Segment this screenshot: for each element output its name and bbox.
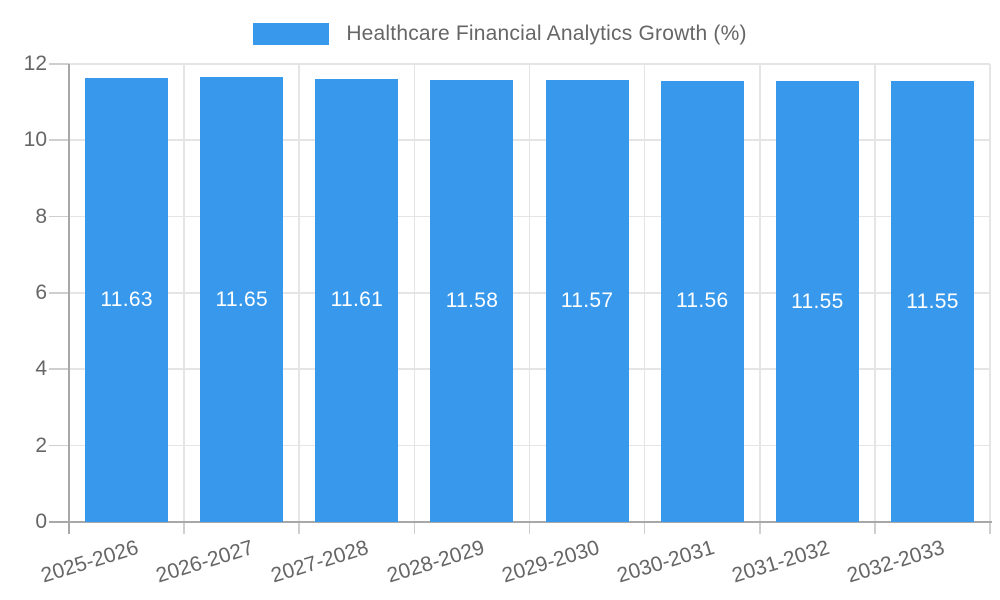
x-axis-category-label: 2032-2033: [844, 536, 948, 588]
x-axis-tick: [758, 522, 761, 534]
x-gridline: [413, 64, 416, 522]
x-axis-line: [49, 521, 992, 523]
x-axis-tick: [183, 522, 185, 534]
y-axis-tick-label: 4: [35, 357, 47, 381]
y-axis-tick: [49, 292, 69, 294]
y-axis-tick-label: 2: [35, 433, 47, 457]
x-axis-tick: [643, 522, 646, 534]
y-axis-tick-label: 0: [35, 510, 47, 533]
bar-value-label: 11.65: [215, 287, 268, 311]
chart-legend[interactable]: Healthcare Financial Analytics Growth (%…: [0, 16, 1000, 52]
x-axis-tick: [413, 522, 416, 534]
x-gridline: [528, 64, 531, 522]
x-axis-tick: [874, 522, 876, 534]
bar-value-label: 11.63: [100, 288, 153, 312]
x-axis-category-label: 2028-2029: [383, 536, 487, 588]
x-gridline: [643, 64, 646, 522]
x-axis-category-label: 2025-2026: [38, 536, 142, 588]
bar-value-label: 11.58: [445, 289, 499, 312]
y-axis-tick: [49, 444, 69, 447]
bar: 11.63: [85, 78, 169, 522]
bar: 11.61: [315, 78, 399, 522]
x-gridline: [183, 64, 185, 522]
x-axis-category-label: 2029-2030: [499, 536, 602, 588]
x-axis-category-label: 2027-2028: [268, 536, 372, 588]
bar: 11.65: [200, 77, 284, 522]
y-axis-tick: [49, 215, 69, 218]
bar: 11.55: [890, 81, 974, 522]
x-gridline: [989, 64, 991, 522]
y-axis-tick-label: 12: [23, 52, 47, 75]
y-axis-tick-label: 6: [35, 281, 47, 304]
y-axis-line: [67, 64, 70, 534]
x-gridline: [874, 64, 876, 522]
bar-value-label: 11.57: [560, 289, 614, 313]
x-axis-category-label: 2031-2032: [729, 536, 833, 588]
y-axis-tick-label: 8: [35, 204, 47, 228]
bar: 11.55: [775, 81, 859, 522]
y-axis-tick: [49, 63, 69, 65]
bar-value-label: 11.55: [791, 289, 844, 313]
x-axis-tick: [298, 522, 301, 534]
bar-value-label: 11.61: [330, 288, 384, 312]
y-axis-tick: [49, 139, 69, 141]
x-gridline: [298, 64, 301, 522]
x-axis-category-label: 2026-2027: [153, 536, 257, 588]
y-axis-tick-label: 10: [23, 128, 47, 152]
legend-swatch: [253, 23, 330, 45]
bar-value-label: 11.56: [675, 289, 729, 313]
bar: 11.58: [430, 80, 514, 522]
bar: 11.57: [545, 80, 629, 522]
y-gridline: [69, 63, 990, 65]
x-axis-tick: [989, 522, 991, 534]
x-axis-tick: [528, 522, 531, 534]
bar: 11.56: [660, 80, 744, 522]
bar-value-label: 11.55: [906, 289, 959, 313]
y-axis-tick: [49, 368, 69, 370]
x-axis-category-label: 2030-2031: [614, 536, 717, 588]
x-gridline: [758, 64, 761, 522]
legend-label: Healthcare Financial Analytics Growth (%…: [346, 22, 747, 45]
